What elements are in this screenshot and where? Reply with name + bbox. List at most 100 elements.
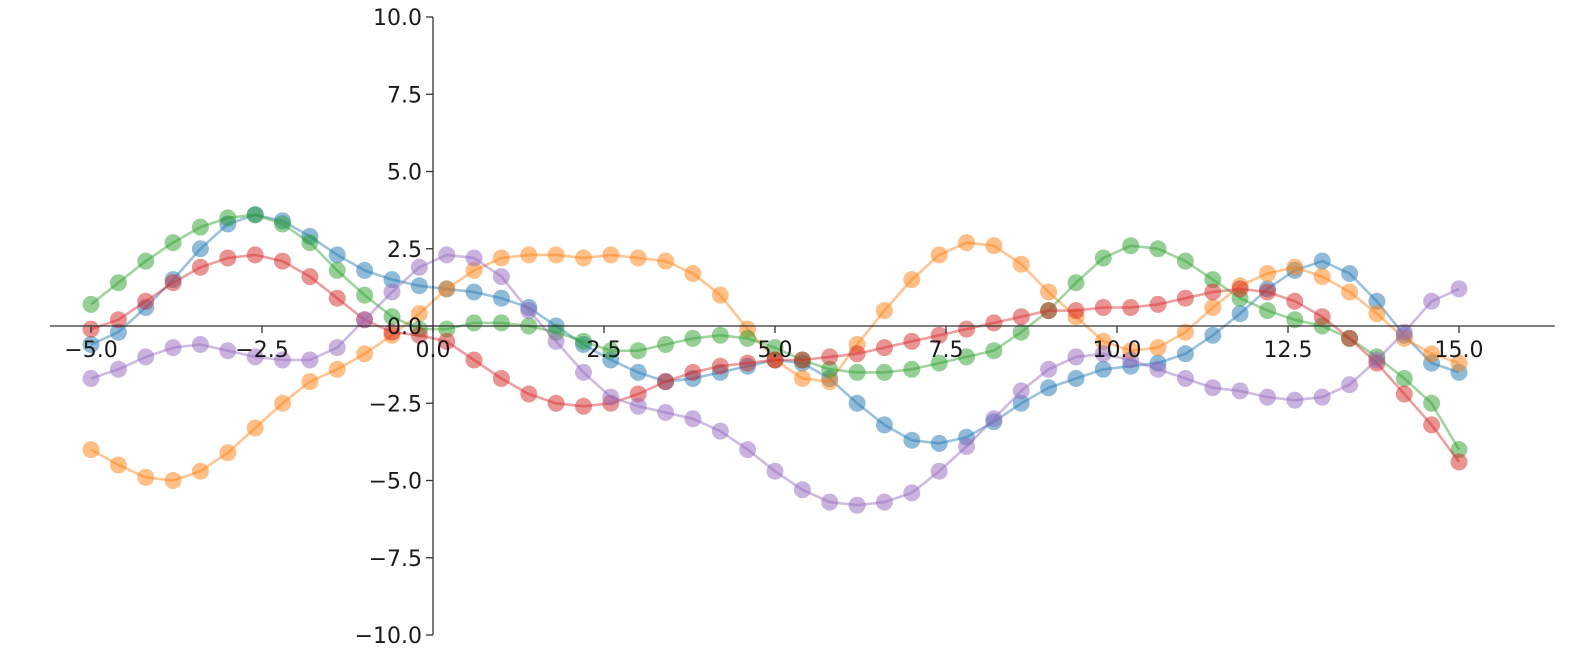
series-2-point-27 <box>793 370 811 387</box>
series-2-point-33 <box>958 234 975 252</box>
series-1-point-2 <box>109 323 127 341</box>
series-4-point-42 <box>1204 283 1222 301</box>
series-3-point-41 <box>1176 252 1194 270</box>
series-2-point-38 <box>1094 332 1112 350</box>
series-4-point-36 <box>1040 302 1058 320</box>
series-4-point-23 <box>684 363 702 381</box>
series-4-point-31 <box>903 332 921 350</box>
series-1-point-36 <box>1040 379 1058 397</box>
series-2-point-16 <box>492 249 510 267</box>
series-5-point-50 <box>1423 292 1441 310</box>
series-5-point-15 <box>465 249 483 267</box>
series-2-point-41 <box>1176 323 1194 341</box>
series-4-point-29 <box>848 345 866 363</box>
series-5-point-8 <box>274 351 291 369</box>
series-5-point-46 <box>1313 388 1331 406</box>
series-2-point-45 <box>1286 258 1304 276</box>
series-4-point-51 <box>1450 453 1468 471</box>
y-tick-label: −10.0 <box>355 624 422 649</box>
series-4-point-37 <box>1067 302 1085 320</box>
series-2-point-42 <box>1204 299 1222 316</box>
series-4-point-16 <box>492 370 510 387</box>
series-4-point-12 <box>383 323 401 341</box>
series-4-point-24 <box>711 357 729 375</box>
series-4-point-46 <box>1313 308 1331 326</box>
series-4-point-35 <box>1012 308 1030 326</box>
series-2-point-19 <box>575 249 592 267</box>
series-3-point-22 <box>657 336 675 353</box>
series-5-point-3 <box>137 348 155 366</box>
series-3-point-20 <box>602 342 620 360</box>
series-4-point-21 <box>629 385 647 403</box>
series-2-point-7 <box>246 419 264 437</box>
series-1-point-35 <box>1012 394 1030 412</box>
series-3-point-10 <box>328 261 346 279</box>
series-3-point-3 <box>137 252 155 270</box>
series-4-point-22 <box>657 373 675 391</box>
series-3-point-4 <box>164 234 182 252</box>
series-3-point-34 <box>985 342 1003 360</box>
series-2-point-30 <box>875 302 893 320</box>
series-3-point-19 <box>575 332 592 350</box>
series-3-point-26 <box>766 339 784 357</box>
series-3-point-33 <box>958 348 975 366</box>
series-3-point-39 <box>1122 237 1140 255</box>
series-4-point-5 <box>191 258 209 276</box>
series-1-point-48 <box>1368 292 1386 310</box>
series-4-point-45 <box>1286 292 1304 310</box>
series-2-point-9 <box>301 373 319 391</box>
series-3-point-40 <box>1149 240 1167 258</box>
series-3-point-16 <box>492 314 510 332</box>
series-5-point-47 <box>1341 376 1359 394</box>
series-4-point-44 <box>1259 283 1276 301</box>
series-2-point-18 <box>547 246 565 264</box>
series-4-point-4 <box>164 274 182 292</box>
series-2-point-31 <box>903 271 921 289</box>
series-5-point-6 <box>219 342 237 360</box>
series-4-point-49 <box>1395 385 1413 403</box>
x-tick-label: 0.0 <box>416 338 451 363</box>
x-tick-label: 7.5 <box>929 338 964 363</box>
series-3-point-44 <box>1259 302 1276 320</box>
y-tick-label: −2.5 <box>369 392 422 417</box>
series-1-point-29 <box>848 394 866 412</box>
series-5-point-39 <box>1122 351 1140 369</box>
series-layer <box>82 206 1468 514</box>
series-5-point-40 <box>1149 360 1167 378</box>
series-5-point-10 <box>328 339 346 357</box>
series-4-point-19 <box>575 397 592 415</box>
series-4-point-34 <box>985 314 1003 332</box>
series-2-point-5 <box>191 462 209 480</box>
series-5-point-22 <box>657 404 675 421</box>
series-5-point-16 <box>492 268 510 286</box>
series-2-point-36 <box>1040 283 1058 301</box>
series-1-point-16 <box>492 289 510 307</box>
y-tick-label: 2.5 <box>387 238 422 263</box>
series-5-point-30 <box>875 493 893 511</box>
series-3-point-45 <box>1286 311 1304 329</box>
series-4-point-40 <box>1149 295 1167 313</box>
series-2-point-20 <box>602 246 620 264</box>
series-5-point-17 <box>520 302 538 320</box>
series-2-point-40 <box>1149 339 1167 357</box>
series-2-point-1 <box>82 441 100 459</box>
series-2-point-2 <box>109 456 127 474</box>
series-3-point-37 <box>1067 274 1085 292</box>
series-2-point-13 <box>410 305 428 323</box>
series-1-point-37 <box>1067 370 1085 387</box>
series-4-point-15 <box>465 351 483 369</box>
series-1-point-42 <box>1204 326 1222 344</box>
x-tick-label: −2.5 <box>235 338 288 363</box>
series-4-point-6 <box>219 249 237 267</box>
series-4-point-17 <box>520 385 538 403</box>
series-3-point-35 <box>1012 323 1030 341</box>
series-5-point-35 <box>1012 382 1030 400</box>
series-3-point-31 <box>903 360 921 378</box>
series-5-point-18 <box>547 332 565 350</box>
series-4-point-8 <box>274 252 291 270</box>
y-tick-label: −5.0 <box>369 470 422 495</box>
series-3-point-11 <box>356 286 374 304</box>
series-3-point-32 <box>930 354 948 372</box>
series-5-point-31 <box>903 484 921 502</box>
